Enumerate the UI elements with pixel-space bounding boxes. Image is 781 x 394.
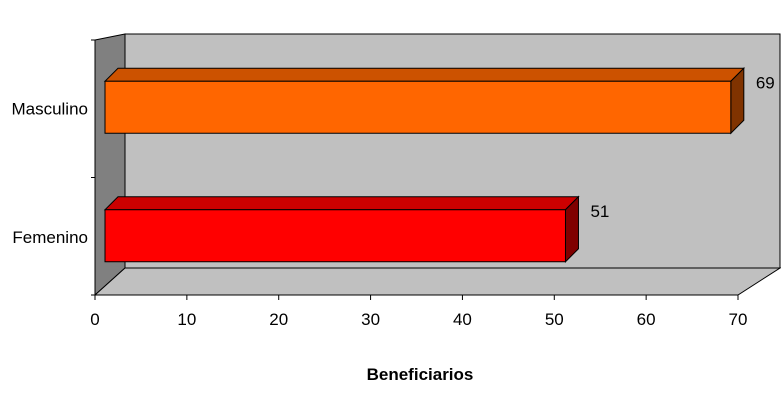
x-tick-label: 40 — [453, 310, 472, 329]
category-label-masculino: Masculino — [11, 100, 88, 119]
x-tick-label: 20 — [269, 310, 288, 329]
labels-layer: 69 51 — [590, 74, 774, 222]
data-label-femenino: 51 — [590, 202, 609, 221]
bar-top-face — [103, 196, 580, 211]
x-tick-label: 30 — [361, 310, 380, 329]
data-label-masculino: 69 — [756, 74, 775, 93]
x-tick-label: 0 — [90, 310, 99, 329]
x-axis: 0 10 20 30 40 50 60 70 — [90, 294, 748, 329]
chart-floor — [93, 267, 781, 296]
bar-front-face — [104, 209, 566, 263]
category-label-femenino: Femenino — [12, 228, 88, 247]
x-tick-label: 70 — [729, 310, 748, 329]
bar-top-face — [103, 67, 746, 82]
bar-femenino — [103, 195, 580, 263]
bars-layer — [103, 67, 746, 263]
y-axis: Masculino Femenino — [11, 39, 96, 296]
x-axis-title: Beneficiarios — [367, 365, 474, 384]
bar-masculino — [103, 67, 746, 135]
bar-front-face — [104, 80, 732, 134]
x-tick-label: 60 — [637, 310, 656, 329]
x-tick-label: 50 — [545, 310, 564, 329]
x-tick-label: 10 — [177, 310, 196, 329]
